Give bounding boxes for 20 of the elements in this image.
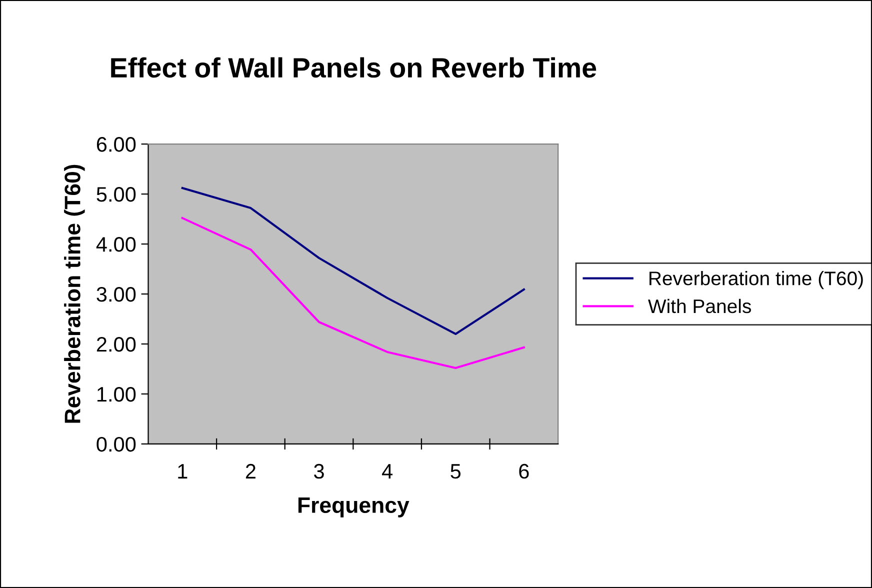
y-tick-label: 4.00	[96, 237, 136, 252]
chart-title: Effect of Wall Panels on Reverb Time	[111, 57, 596, 78]
y-axis-title: Reverberation time (T60)	[64, 164, 85, 423]
x-tick-label: 4	[382, 464, 392, 478]
line-series	[181, 186, 525, 336]
x-axis-title: Frequency	[298, 498, 410, 518]
legend-label: Reverberation time (T60)	[650, 271, 863, 290]
y-tick-label: 5.00	[96, 187, 136, 202]
x-tick-label: 6	[519, 464, 529, 479]
y-tick-label: 0.00	[96, 436, 136, 452]
y-tick-label: 6.00	[96, 137, 136, 152]
x-tick-label: 1	[178, 464, 188, 478]
legend-label: With Panels	[648, 298, 751, 314]
y-tick-label: 2.00	[96, 336, 136, 352]
line-series	[181, 216, 525, 370]
x-tick-label: 2	[246, 464, 256, 478]
y-tick-label: 3.00	[96, 287, 136, 302]
y-tick-label: 1.00	[97, 386, 136, 402]
x-tick-label: 5	[450, 464, 461, 479]
x-tick-label: 3	[314, 464, 324, 479]
